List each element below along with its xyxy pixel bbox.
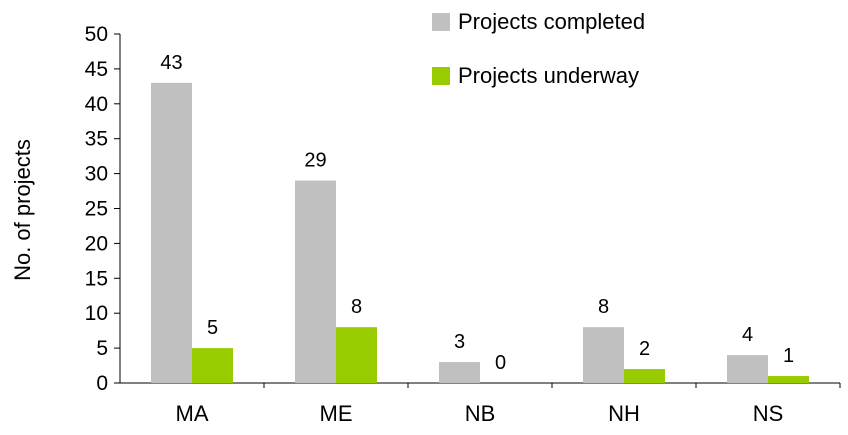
data-label: 43 [160,52,182,74]
x-category-label: NH [608,401,640,426]
x-category-label: NS [753,401,784,426]
data-label: 8 [351,296,362,318]
data-label: 0 [495,352,506,374]
y-tick-label: 30 [85,163,108,186]
data-label: 5 [207,317,218,339]
y-tick-label: 50 [85,23,108,46]
data-label: 3 [454,331,465,353]
x-category-label: MA [176,401,209,426]
bar-ns-underway [768,376,809,383]
data-label: 1 [783,345,794,367]
bar-me-completed [295,180,336,383]
bar-nh-underway [624,369,665,383]
data-label: 8 [598,296,609,318]
bars [151,82,809,384]
legend: Projects completed Projects underway [432,9,645,88]
y-tick-label: 20 [85,232,108,255]
bar-me-underway [336,327,377,383]
y-tick-label: 0 [96,372,108,395]
bar-ns-completed [727,355,768,383]
bar-nh-completed [583,327,624,383]
y-tick-label: 40 [85,93,108,116]
bar-ma-underway [192,348,233,383]
x-category-label: NB [465,401,496,426]
x-axis-labels: MA ME NB NH NS [176,383,841,426]
legend-swatch-completed [432,13,450,31]
y-tick-label: 5 [96,337,108,360]
data-label: 4 [742,324,753,346]
y-tick-label: 35 [85,128,108,151]
bar-ma-completed [151,82,192,384]
data-labels: 43 5 29 8 3 0 8 2 4 1 [160,52,794,374]
data-label: 29 [304,150,326,172]
y-axis-ticks: 0 5 10 15 20 25 30 35 40 45 50 [85,23,120,395]
data-label: 2 [639,338,650,360]
y-tick-label: 45 [85,58,108,81]
legend-swatch-underway [432,67,450,85]
y-tick-label: 10 [85,302,108,325]
legend-label: Projects underway [458,63,639,88]
bar-nb-completed [439,362,480,383]
y-tick-label: 15 [85,267,108,290]
legend-label: Projects completed [458,9,645,34]
y-tick-label: 25 [85,198,108,221]
y-axis-title: No. of projects [10,139,35,281]
x-category-label: ME [320,401,353,426]
